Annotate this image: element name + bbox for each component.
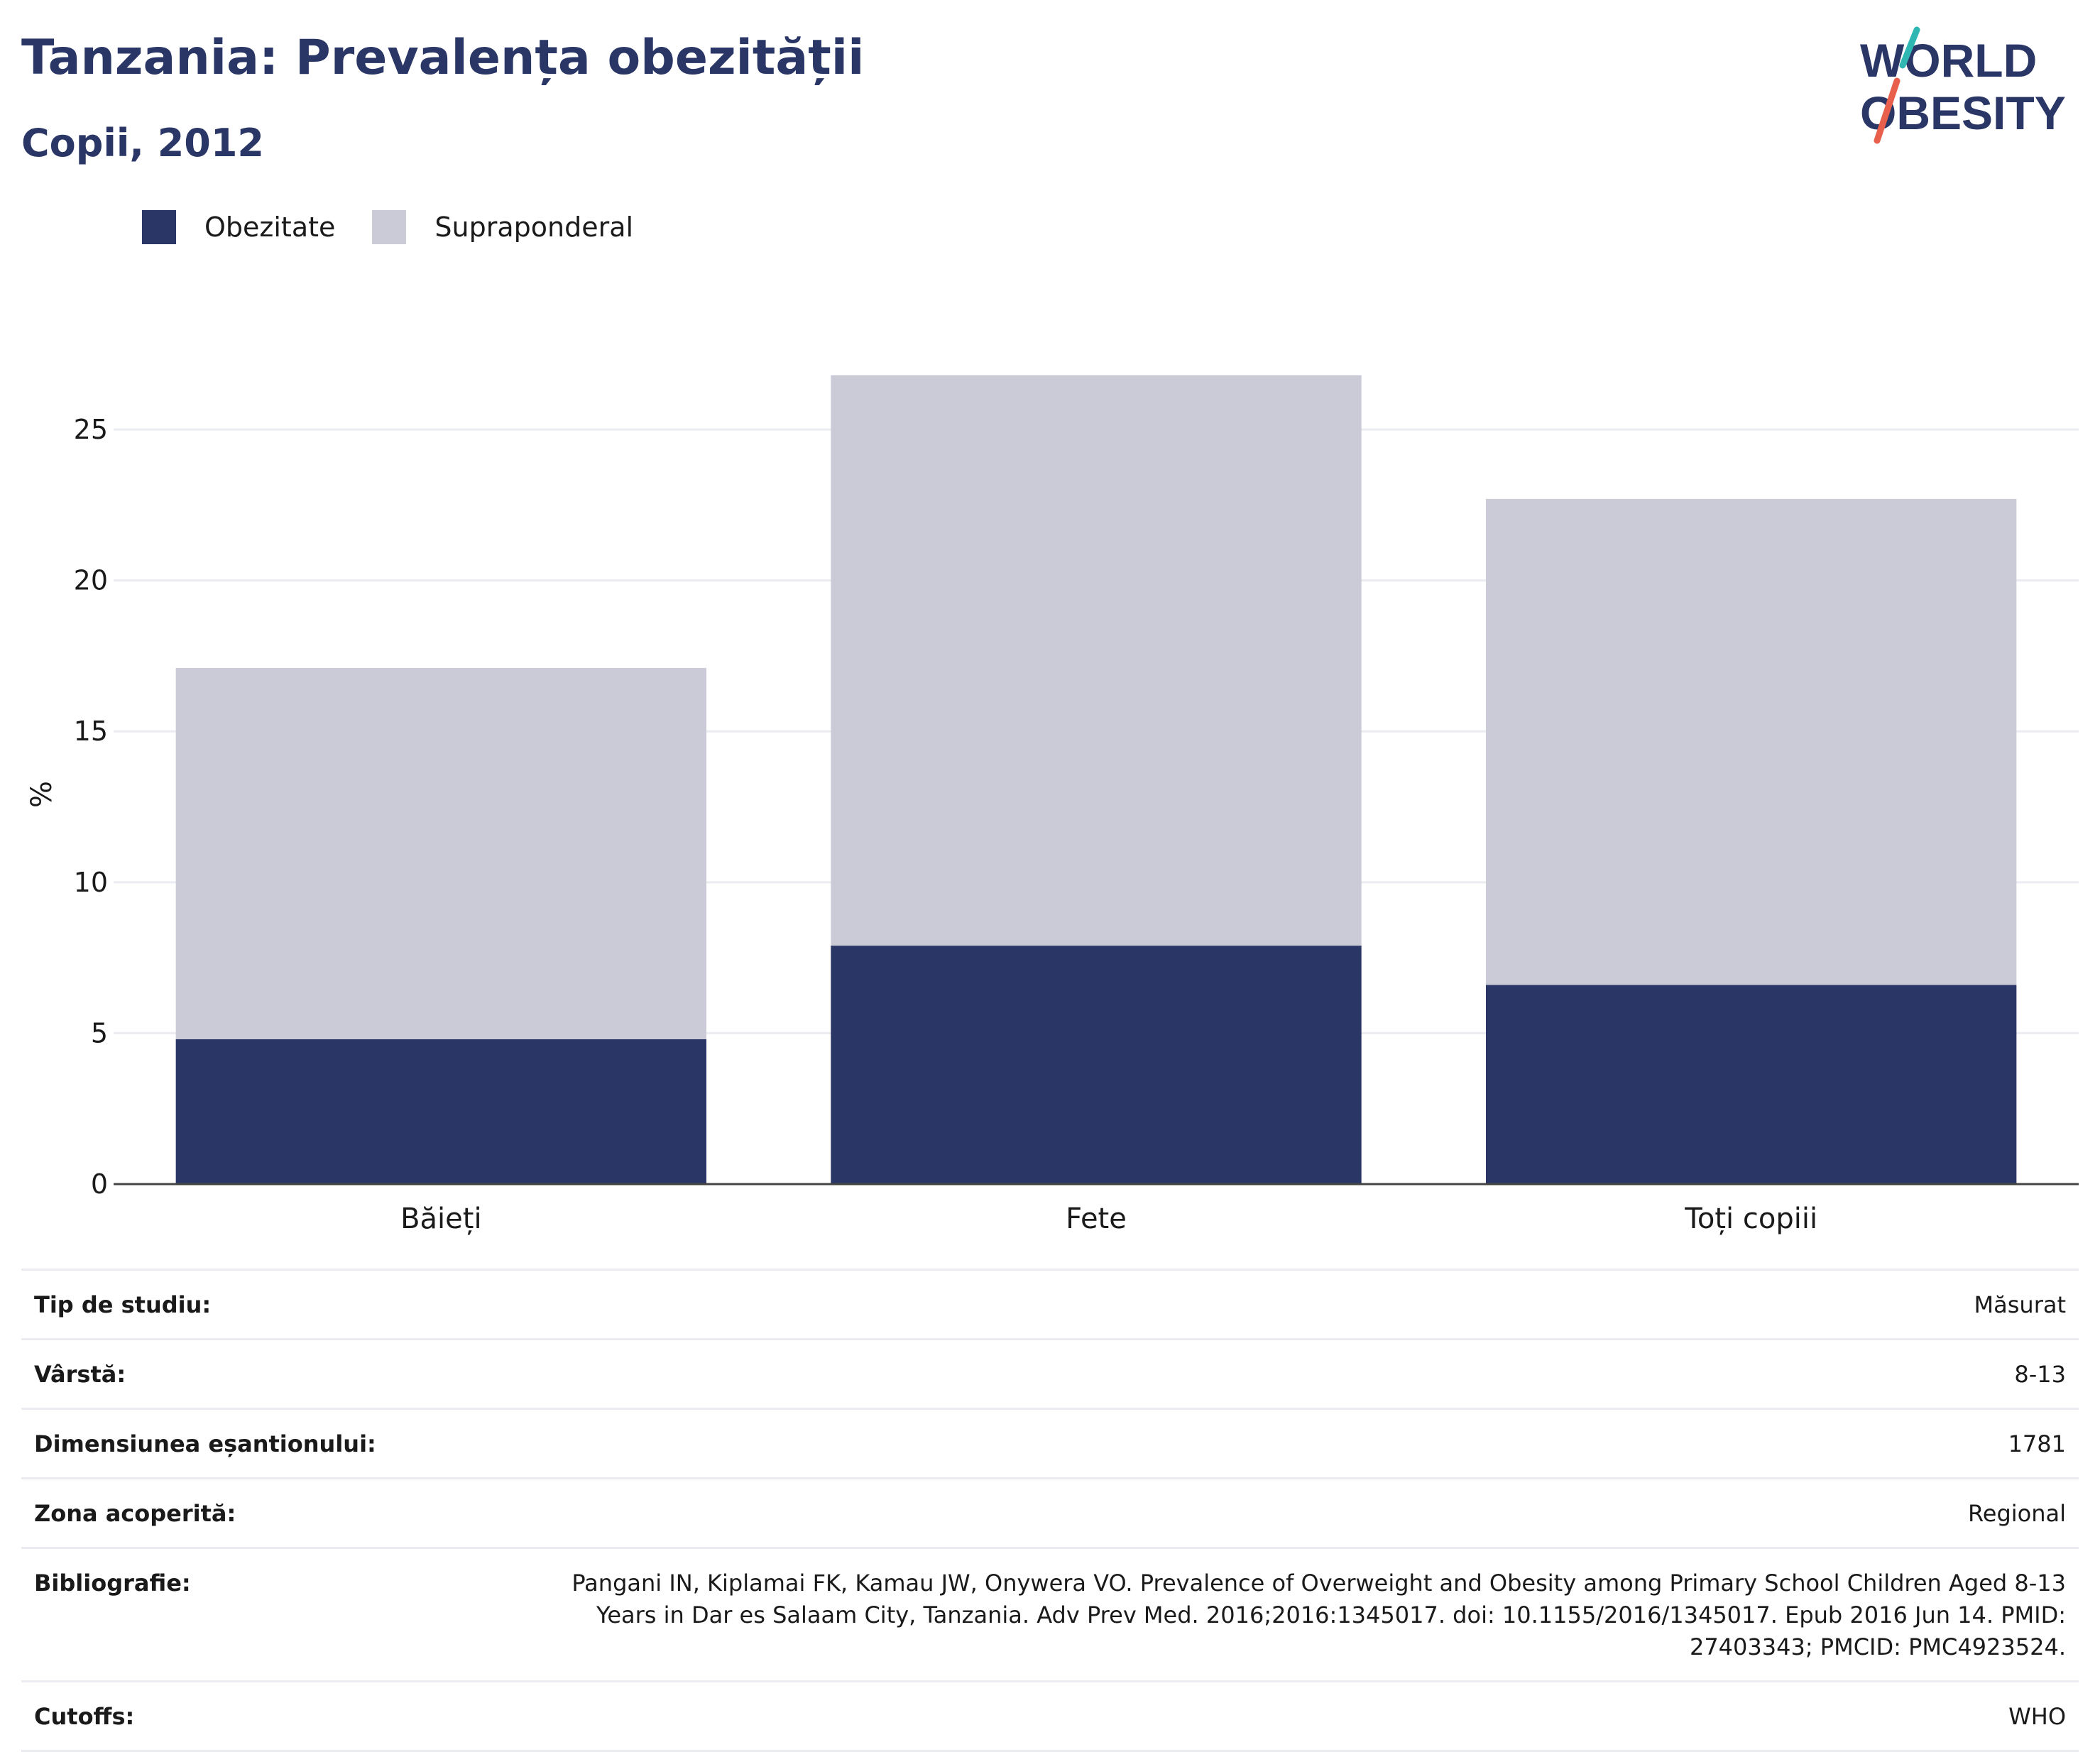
logo-slash-bottom: [1874, 77, 1901, 144]
info-label: Dimensiunea eșantionului:: [21, 1408, 544, 1479]
bar-obesity-1: [831, 946, 1362, 1184]
y-tick-label: 0: [91, 1168, 108, 1200]
info-row: Bibliografie: Pangani IN, Kiplamai FK, Ka…: [21, 1547, 2079, 1682]
y-tick-label: 15: [74, 716, 108, 747]
logo-slash-top: [1899, 26, 1920, 69]
info-label: Vârstă:: [21, 1338, 544, 1409]
info-value: Regional: [544, 1477, 2079, 1548]
bar-obesity-0: [175, 1039, 707, 1184]
y-axis-label: %: [26, 781, 58, 808]
page-title: Tanzania: Prevalența obezității: [21, 30, 865, 86]
y-tick-label: 20: [74, 565, 108, 596]
legend-item-obesity[interactable]: Obezitate: [142, 210, 335, 244]
y-tick-label: 5: [91, 1017, 108, 1049]
info-row: Zona acoperită: Regional: [21, 1477, 2079, 1548]
info-value: 1781: [544, 1408, 2079, 1479]
x-tick-label: Fete: [1066, 1203, 1127, 1235]
info-value: WHO: [544, 1680, 2079, 1752]
legend-swatch-obesity: [142, 210, 176, 244]
bar-overweight-0: [175, 667, 707, 1039]
y-tick-label: 10: [74, 867, 108, 898]
y-tick-label: 25: [74, 414, 108, 445]
world-obesity-logo: WORLD OBESITY: [1860, 26, 2066, 144]
info-label: Cutoffs:: [21, 1680, 544, 1752]
legend-item-overweight[interactable]: Supraponderal: [372, 210, 633, 244]
info-label: Bibliografie:: [21, 1547, 544, 1682]
bar-overweight-2: [1485, 498, 2017, 985]
info-value: Măsurat: [544, 1269, 2079, 1340]
info-row: Dimensiunea eșantionului: 1781: [21, 1408, 2079, 1479]
info-value: 8-13: [544, 1338, 2079, 1409]
bar-overweight-1: [831, 375, 1362, 946]
info-label: Tip de studiu:: [21, 1269, 544, 1340]
bar-chart: 0 5 10 15 20 25% Băieți Fete Toți copiii: [26, 375, 2079, 1235]
page-subtitle: Copii, 2012: [21, 121, 265, 165]
chart-legend: Obezitate Supraponderal: [142, 210, 670, 244]
logo-line1: WORLD: [1860, 34, 2037, 87]
info-label: Zona acoperită:: [21, 1477, 544, 1548]
x-tick-label: Toți copiii: [1684, 1203, 1817, 1235]
study-info-table: Tip de studiu: Măsurat Vârstă: 8-13 Dimensiu…: [21, 1269, 2079, 1752]
info-row: Vârstă: 8-13: [21, 1338, 2079, 1409]
x-tick-label: Băieți: [400, 1203, 481, 1235]
info-row: Cutoffs: WHO: [21, 1680, 2079, 1752]
bar-obesity-2: [1485, 985, 2017, 1184]
legend-label-obesity: Obezitate: [204, 212, 336, 243]
legend-label-overweight: Supraponderal: [434, 212, 634, 243]
info-value: Pangani IN, Kiplamai FK, Kamau JW, Onywe…: [544, 1547, 2079, 1682]
legend-swatch-overweight: [372, 210, 407, 244]
info-row: Tip de studiu: Măsurat: [21, 1269, 2079, 1340]
